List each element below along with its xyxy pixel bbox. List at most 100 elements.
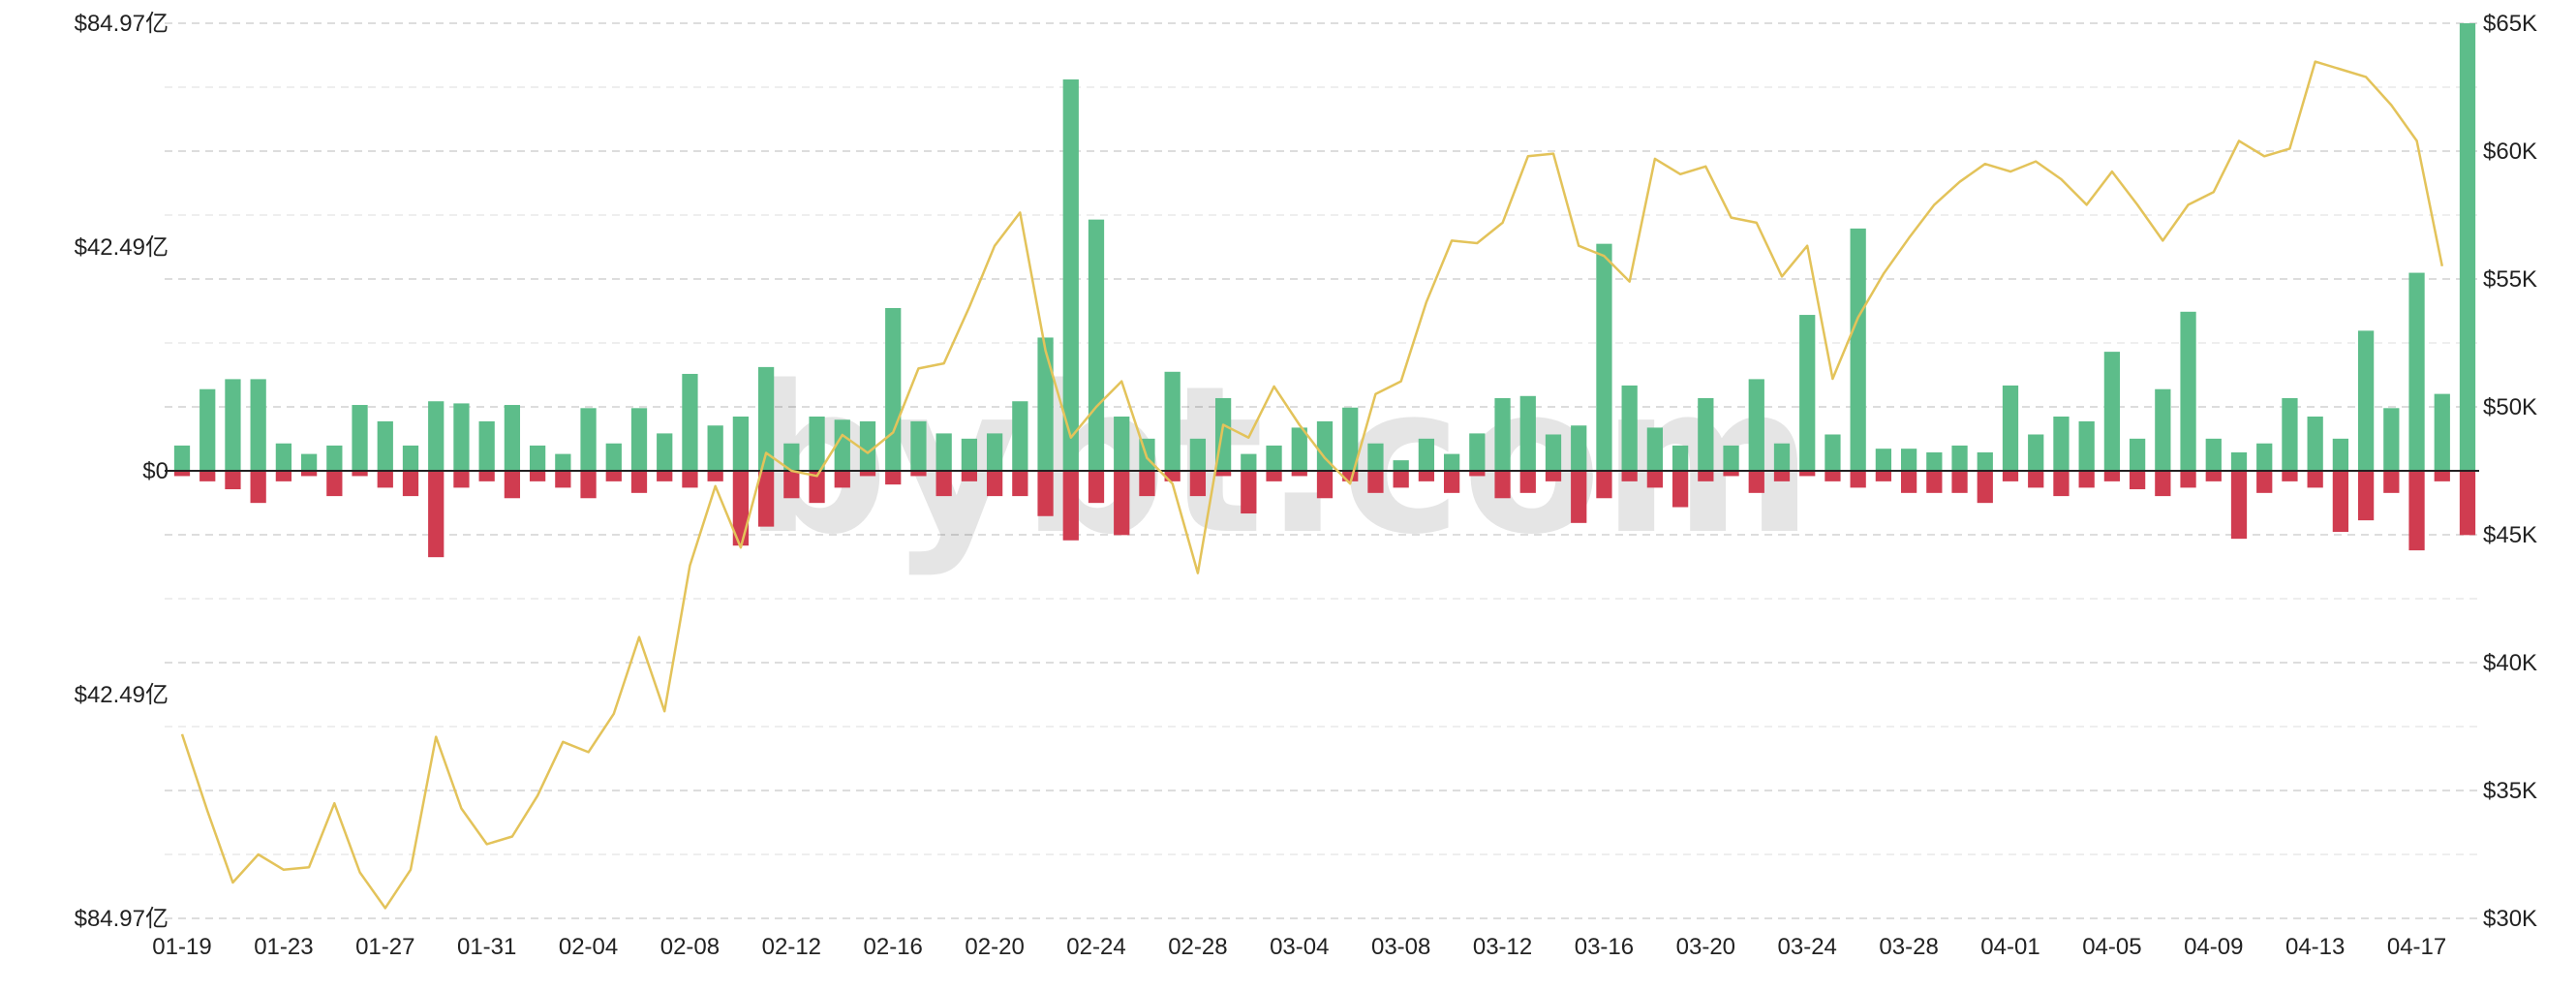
bar-positive bbox=[1088, 219, 1105, 471]
bar-positive bbox=[1189, 438, 1207, 471]
bar-positive bbox=[2180, 311, 2196, 471]
bar-negative bbox=[834, 471, 850, 488]
bar-positive bbox=[1671, 445, 1689, 471]
positive-bars bbox=[173, 23, 2476, 471]
x-tick-label: 03-16 bbox=[1575, 934, 1634, 960]
bar-negative bbox=[1926, 471, 1943, 493]
bar-negative bbox=[326, 471, 343, 497]
bar-negative bbox=[2002, 471, 2019, 481]
bar-negative bbox=[377, 471, 393, 488]
x-tick-label: 02-08 bbox=[660, 934, 720, 960]
x-tick-label: 03-08 bbox=[1371, 934, 1430, 960]
bar-negative bbox=[2129, 471, 2146, 490]
bar-negative bbox=[1241, 471, 1257, 514]
price-line-group bbox=[180, 60, 2444, 910]
bar-negative bbox=[1850, 471, 1866, 488]
bar-positive bbox=[1825, 434, 1841, 471]
bar-negative bbox=[1621, 471, 1638, 481]
bar-negative bbox=[580, 471, 597, 499]
x-tick-label: 03-24 bbox=[1778, 934, 1837, 960]
bar-positive bbox=[1723, 445, 1739, 471]
bar-positive bbox=[250, 379, 266, 471]
bar-positive bbox=[300, 453, 318, 471]
bar-positive bbox=[1596, 243, 1612, 471]
bar-negative bbox=[1799, 471, 1816, 477]
bar-negative bbox=[2459, 471, 2476, 536]
bar-positive bbox=[1062, 79, 1079, 471]
bar-positive bbox=[504, 405, 521, 471]
bar-positive bbox=[2357, 330, 2375, 471]
right-tick-label: $30K bbox=[2483, 906, 2537, 932]
bar-positive bbox=[275, 443, 292, 471]
x-tick-label: 02-28 bbox=[1168, 934, 1227, 960]
bar-negative bbox=[682, 471, 698, 488]
bar-positive bbox=[986, 433, 1003, 471]
bar-positive bbox=[1799, 315, 1816, 471]
bar-positive bbox=[2307, 416, 2323, 471]
bar-negative bbox=[630, 471, 648, 493]
bar-positive bbox=[1977, 451, 1993, 471]
bar-negative bbox=[809, 471, 825, 504]
bar-negative bbox=[2078, 471, 2095, 488]
bar-positive bbox=[2230, 451, 2248, 471]
bar-negative bbox=[478, 471, 495, 481]
bar-negative bbox=[1671, 471, 1689, 508]
bar-negative bbox=[961, 471, 978, 481]
bar-positive bbox=[529, 445, 546, 471]
bar-positive bbox=[1951, 445, 1968, 471]
right-tick-label: $55K bbox=[2483, 266, 2537, 293]
bar-negative bbox=[1646, 471, 1664, 488]
bar-positive bbox=[2434, 393, 2450, 471]
bar-positive bbox=[2129, 438, 2146, 471]
bar-negative bbox=[1748, 471, 1764, 493]
bar-positive bbox=[2053, 416, 2070, 471]
bar-positive bbox=[859, 420, 876, 471]
x-tick-label: 02-24 bbox=[1066, 934, 1125, 960]
bar-negative bbox=[352, 471, 368, 477]
bar-positive bbox=[910, 420, 927, 471]
bar-positive bbox=[2103, 352, 2121, 471]
bar-negative bbox=[504, 471, 521, 499]
bar-negative bbox=[1469, 471, 1486, 477]
left-tick-label: $0 bbox=[142, 458, 169, 484]
bar-positive bbox=[580, 408, 597, 471]
x-tick-label: 01-27 bbox=[355, 934, 414, 960]
bar-positive bbox=[1367, 443, 1384, 471]
bar-positive bbox=[809, 416, 825, 471]
bar-positive bbox=[1393, 460, 1409, 471]
bar-positive bbox=[1012, 401, 1028, 471]
bar-positive bbox=[453, 403, 470, 471]
bar-positive bbox=[1773, 443, 1791, 471]
bar-negative bbox=[1977, 471, 1993, 504]
x-tick-label: 01-31 bbox=[457, 934, 516, 960]
bar-negative bbox=[2230, 471, 2248, 540]
bar-negative bbox=[2028, 471, 2044, 488]
bar-negative bbox=[1164, 471, 1181, 481]
bar-positive bbox=[1850, 228, 1866, 471]
x-tick-label: 03-28 bbox=[1879, 934, 1938, 960]
bar-negative bbox=[2180, 471, 2196, 488]
price-line bbox=[180, 60, 2444, 910]
bar-positive bbox=[1621, 385, 1638, 471]
negative-bars bbox=[173, 471, 2476, 558]
x-tick-label: 02-20 bbox=[965, 934, 1024, 960]
bar-negative bbox=[1545, 471, 1562, 481]
bar-positive bbox=[707, 425, 723, 471]
bar-negative bbox=[199, 471, 216, 481]
bar-negative bbox=[300, 471, 318, 477]
bar-negative bbox=[555, 471, 571, 488]
bar-positive bbox=[1291, 427, 1307, 471]
bar-negative bbox=[1773, 471, 1791, 481]
bar-negative bbox=[1825, 471, 1841, 481]
bar-negative bbox=[2357, 471, 2375, 521]
bar-negative bbox=[1012, 471, 1028, 497]
bar-positive bbox=[1571, 425, 1587, 471]
bar-negative bbox=[2408, 471, 2425, 551]
bar-positive bbox=[2028, 434, 2044, 471]
bar-negative bbox=[529, 471, 546, 481]
bar-negative bbox=[173, 471, 191, 477]
bar-negative bbox=[1062, 471, 1079, 541]
bar-negative bbox=[1214, 471, 1232, 477]
bar-negative bbox=[1393, 471, 1409, 488]
bar-positive bbox=[2205, 438, 2222, 471]
